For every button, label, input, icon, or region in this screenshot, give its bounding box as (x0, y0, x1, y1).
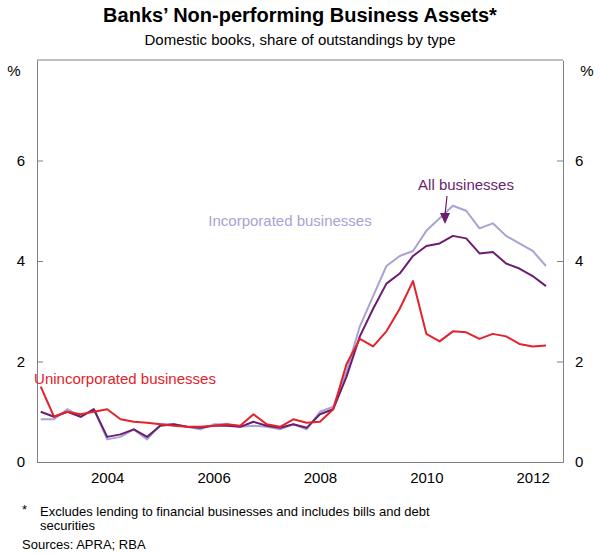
title: Banks’ Non-performing Business Assets* (103, 4, 497, 26)
plot-area (41, 206, 546, 440)
annotation-arrow (445, 196, 447, 215)
tick: 2 (557, 353, 583, 370)
tick: 2 (17, 353, 43, 370)
footnote-marker: * (22, 502, 27, 517)
series-line (41, 236, 546, 437)
tick: 6 (557, 152, 583, 169)
tick-label: 2 (575, 353, 583, 370)
tick-label: 6 (575, 152, 583, 169)
tick: 6 (17, 152, 43, 169)
tick-mark (557, 161, 563, 162)
y-axis-label: % (7, 62, 20, 79)
chart: Banks’ Non-performing Business Assets* Do… (0, 0, 600, 555)
tick: 2006 (197, 462, 230, 486)
series-line (41, 206, 546, 440)
tick-mark (37, 161, 43, 162)
series-label: All businesses (418, 176, 514, 193)
series-label: Incorporated businesses (208, 212, 371, 229)
series-label: Unincorporated businesses (34, 370, 216, 387)
footnote: Excludes lending to financial businesses… (40, 504, 430, 519)
tick-mark (37, 362, 43, 363)
subtitle: Domestic books, share of outstandings by… (144, 31, 455, 48)
tick: 4 (557, 252, 583, 269)
tick: 0 (557, 453, 583, 470)
tick-label: 0 (17, 453, 25, 470)
y-axis: 0 2 4 6 (17, 61, 43, 471)
footnote: securities (40, 518, 95, 533)
tick: 2008 (304, 462, 337, 486)
x-axis-line (38, 462, 564, 463)
plot-frame (37, 60, 563, 61)
tick: 0 (17, 453, 43, 470)
tick-mark (37, 261, 43, 262)
tick-mark (557, 261, 563, 262)
tick-label: 2008 (304, 469, 337, 486)
tick-label: 2012 (516, 469, 549, 486)
tick: 2010 (410, 462, 443, 486)
tick-label: 4 (575, 252, 583, 269)
x-axis: 2004 2006 2008 2010 2012 (38, 462, 564, 486)
y2-axis-label: % (580, 62, 593, 79)
tick-label: 4 (17, 252, 25, 269)
y2-axis: 0 2 4 6 (557, 61, 583, 471)
tick-label: 0 (575, 453, 583, 470)
tick-mark (557, 362, 563, 363)
series-line (41, 281, 546, 427)
tick-label: 2010 (410, 469, 443, 486)
y2-axis-line (563, 61, 564, 463)
source: Sources: APRA; RBA (22, 537, 146, 552)
tick-label: 6 (17, 152, 25, 169)
tick: 4 (17, 252, 43, 269)
tick: 2012 (516, 462, 549, 486)
annotation-arrowhead (440, 213, 450, 224)
tick-label: 2006 (197, 469, 230, 486)
tick-label: 2 (17, 353, 25, 370)
tick-label: 2004 (91, 469, 124, 486)
tick: 2004 (91, 462, 124, 486)
